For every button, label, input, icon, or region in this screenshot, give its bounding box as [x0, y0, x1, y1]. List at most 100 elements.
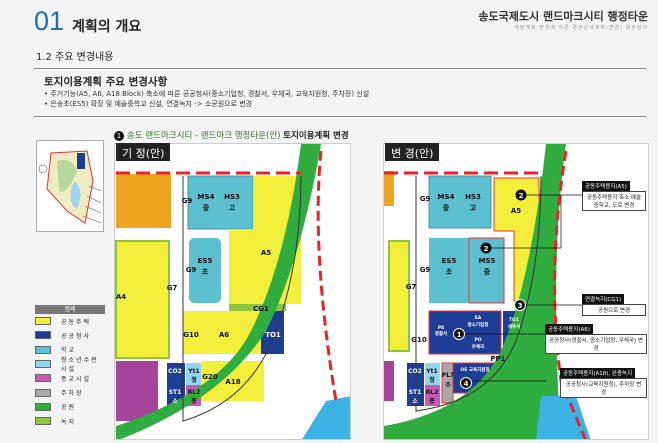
- label-st1-type: 소: [172, 398, 178, 405]
- callout-body: 공원으로 변경: [582, 304, 646, 316]
- legend: 범례 공동주택 공공청사 학교 청소년수련시설 종교시설 주차장 공원 녹지: [35, 305, 105, 428]
- label-ms4: MS4: [198, 193, 215, 201]
- legend-item: 녹지: [35, 414, 105, 428]
- label-yt1-type: 청: [191, 376, 197, 384]
- label-g9: G9: [420, 266, 431, 274]
- block-ms4-hs3: [187, 175, 254, 230]
- section-number: 01: [34, 6, 65, 36]
- map-after-drawing: MS4 중 HS3 고 A5 ES5 초 MS5 중 G7 G9 G9 G10 …: [384, 144, 591, 442]
- block-orange: [116, 174, 171, 228]
- page-title: 계획의 개요: [72, 19, 142, 35]
- label-hs3: HS3: [465, 193, 481, 201]
- legend-swatch: [35, 317, 51, 326]
- legend-label: 학교: [61, 347, 77, 355]
- label-ms4-type: 중: [203, 204, 210, 212]
- callout-body: 공공청사(교육지원청), 주차장 변경: [560, 378, 647, 398]
- block-es5: [189, 238, 221, 303]
- block-ps-ea-po: [428, 310, 502, 355]
- callout-a6: 공동주택용지(A6) 공공청사(경찰서, 중소기업청, 우체국) 변경: [545, 324, 647, 354]
- label-ms4: MS4: [438, 193, 455, 201]
- legend-swatch: [35, 345, 51, 354]
- block-g7: [388, 240, 410, 352]
- block-religious: [116, 361, 158, 421]
- block-cg1: [229, 304, 286, 311]
- label-to1: TO1: [265, 331, 281, 339]
- label-a6: A6: [219, 331, 229, 339]
- subsection-title: 1.2 주요 변경내용: [36, 52, 114, 63]
- map-caption: 1 송도 랜드마크시티 - 랜드마크 행정타운(안) 토지이용계획 변경: [114, 129, 349, 141]
- legend-item: 주차장: [35, 385, 105, 399]
- callout-cg1: 연결녹지(CG1) 공원으로 변경: [582, 294, 646, 316]
- legend-swatch: [35, 402, 51, 411]
- label-pl7-type: 주: [445, 381, 451, 389]
- label-a5: A5: [261, 249, 271, 257]
- legend-swatch: [35, 331, 51, 340]
- legend-item: 청소년수련시설: [35, 357, 105, 373]
- label-hs3: HS3: [224, 193, 240, 201]
- summary-bullet: • 은송초(ES5) 확장 및 예술중학교 신설, 연결녹지 -> 소공원으로 …: [44, 100, 253, 108]
- legend-label: 공원: [61, 404, 77, 412]
- label-ps: PS: [438, 325, 445, 331]
- label-ms5: MS5: [479, 257, 496, 265]
- label-hs3-type: 고: [229, 204, 236, 212]
- callout-body: 공공청사(경찰서, 중소기업청, 우체국) 변경: [545, 334, 647, 354]
- label-ms4-type: 중: [443, 204, 450, 212]
- svg-text:1: 1: [457, 331, 462, 339]
- label-yt1: Yt1: [425, 368, 437, 375]
- label-es5: ES5: [198, 257, 213, 265]
- map-before: MS4 중 HS3 고 A5 ES5 초 G7 A4 G9 G9 CG1 G10…: [114, 143, 351, 441]
- label-g9: G9: [182, 197, 193, 205]
- legend-label: 주차장: [61, 390, 84, 398]
- number-marker: 1: [114, 131, 124, 141]
- label-po-name: 우체국: [472, 343, 484, 350]
- legend-title: 범례: [35, 305, 105, 314]
- label-co2: CO2: [408, 368, 422, 375]
- legend-label: 종교시설: [61, 375, 92, 383]
- label-es5: ES5: [442, 257, 457, 265]
- callout-body: 공동주택용지 축소 예술중학교, 도로 변경: [582, 191, 646, 211]
- svg-text:3: 3: [518, 302, 523, 310]
- brand-title: 송도국제도시 랜드마크시티 행정타운: [478, 10, 648, 23]
- label-g9: G9: [186, 266, 197, 274]
- label-g10: G10: [411, 336, 427, 344]
- legend-item: 학교: [35, 343, 105, 357]
- label-hs3-type: 고: [470, 204, 477, 212]
- callout-title: 공동주택용지(A6): [545, 324, 593, 334]
- legend-label: 공공청사: [61, 332, 92, 340]
- label-co2: CO2: [168, 368, 182, 375]
- block-es5: [429, 238, 469, 303]
- label-po: PO: [474, 337, 481, 343]
- label-pp1: PP1: [490, 355, 505, 363]
- label-to1-name: 세무서: [508, 323, 520, 330]
- marker-2a: 2: [515, 189, 527, 201]
- label-pl7: PL7: [442, 372, 454, 379]
- svg-text:2: 2: [519, 192, 524, 200]
- legend-item: 공공청사: [35, 328, 105, 342]
- bullet-text: 주거기능(A5, A6, A18 Block) 축소에 따른 공공청사(중소기업…: [50, 90, 370, 98]
- summary-bullet: • 주거기능(A5, A6, A18 Block) 축소에 따른 공공청사(중소…: [44, 90, 370, 98]
- label-oe: OE 교육지원청: [460, 366, 489, 373]
- label-rl2-type: 종: [191, 397, 197, 405]
- map-before-tag: 기 정(안): [116, 143, 171, 161]
- legend-label: 녹지: [61, 418, 77, 426]
- label-yt1-type: 청: [429, 376, 435, 384]
- divider: [34, 68, 646, 69]
- location-inset-map: [36, 140, 104, 232]
- label-cg1: CG1: [253, 305, 269, 313]
- callout-title: 공동주택용지(A5): [582, 181, 630, 191]
- label-g20: G20: [202, 373, 218, 381]
- label-a18: A18: [225, 378, 240, 386]
- map-after-tag: 변 경(안): [385, 143, 440, 161]
- label-es5-type: 초: [446, 267, 453, 276]
- legend-swatch: [35, 374, 51, 383]
- label-rl2: RL2: [426, 389, 439, 396]
- legend-swatch: [35, 388, 51, 397]
- label-ea-name: 중소기업청: [468, 321, 489, 328]
- label-a5: A5: [511, 207, 521, 215]
- marker-2b: 2: [480, 242, 492, 254]
- summary-title: 토지이용계획 주요 변경사항: [44, 76, 168, 88]
- label-ms5-type: 중: [484, 268, 491, 276]
- svg-text:2: 2: [484, 245, 489, 253]
- legend-swatch: [35, 360, 51, 369]
- bullet-text: 은송초(ES5) 확장 및 예술중학교 신설, 연결녹지 -> 소공원으로 변경: [50, 100, 253, 108]
